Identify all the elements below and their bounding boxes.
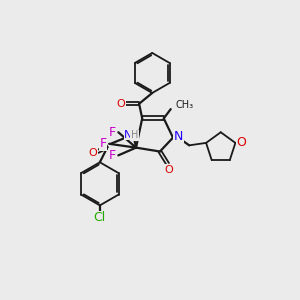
Text: H: H bbox=[131, 130, 138, 140]
Text: N: N bbox=[174, 130, 183, 142]
Text: O: O bbox=[237, 136, 247, 149]
Text: CH₃: CH₃ bbox=[175, 100, 194, 110]
Text: F: F bbox=[109, 126, 116, 139]
Text: O: O bbox=[165, 165, 173, 175]
Text: F: F bbox=[109, 149, 116, 162]
Text: O: O bbox=[88, 148, 97, 158]
Text: F: F bbox=[99, 137, 106, 150]
Text: N: N bbox=[124, 130, 133, 140]
Text: Cl: Cl bbox=[94, 211, 106, 224]
Text: O: O bbox=[116, 99, 125, 109]
